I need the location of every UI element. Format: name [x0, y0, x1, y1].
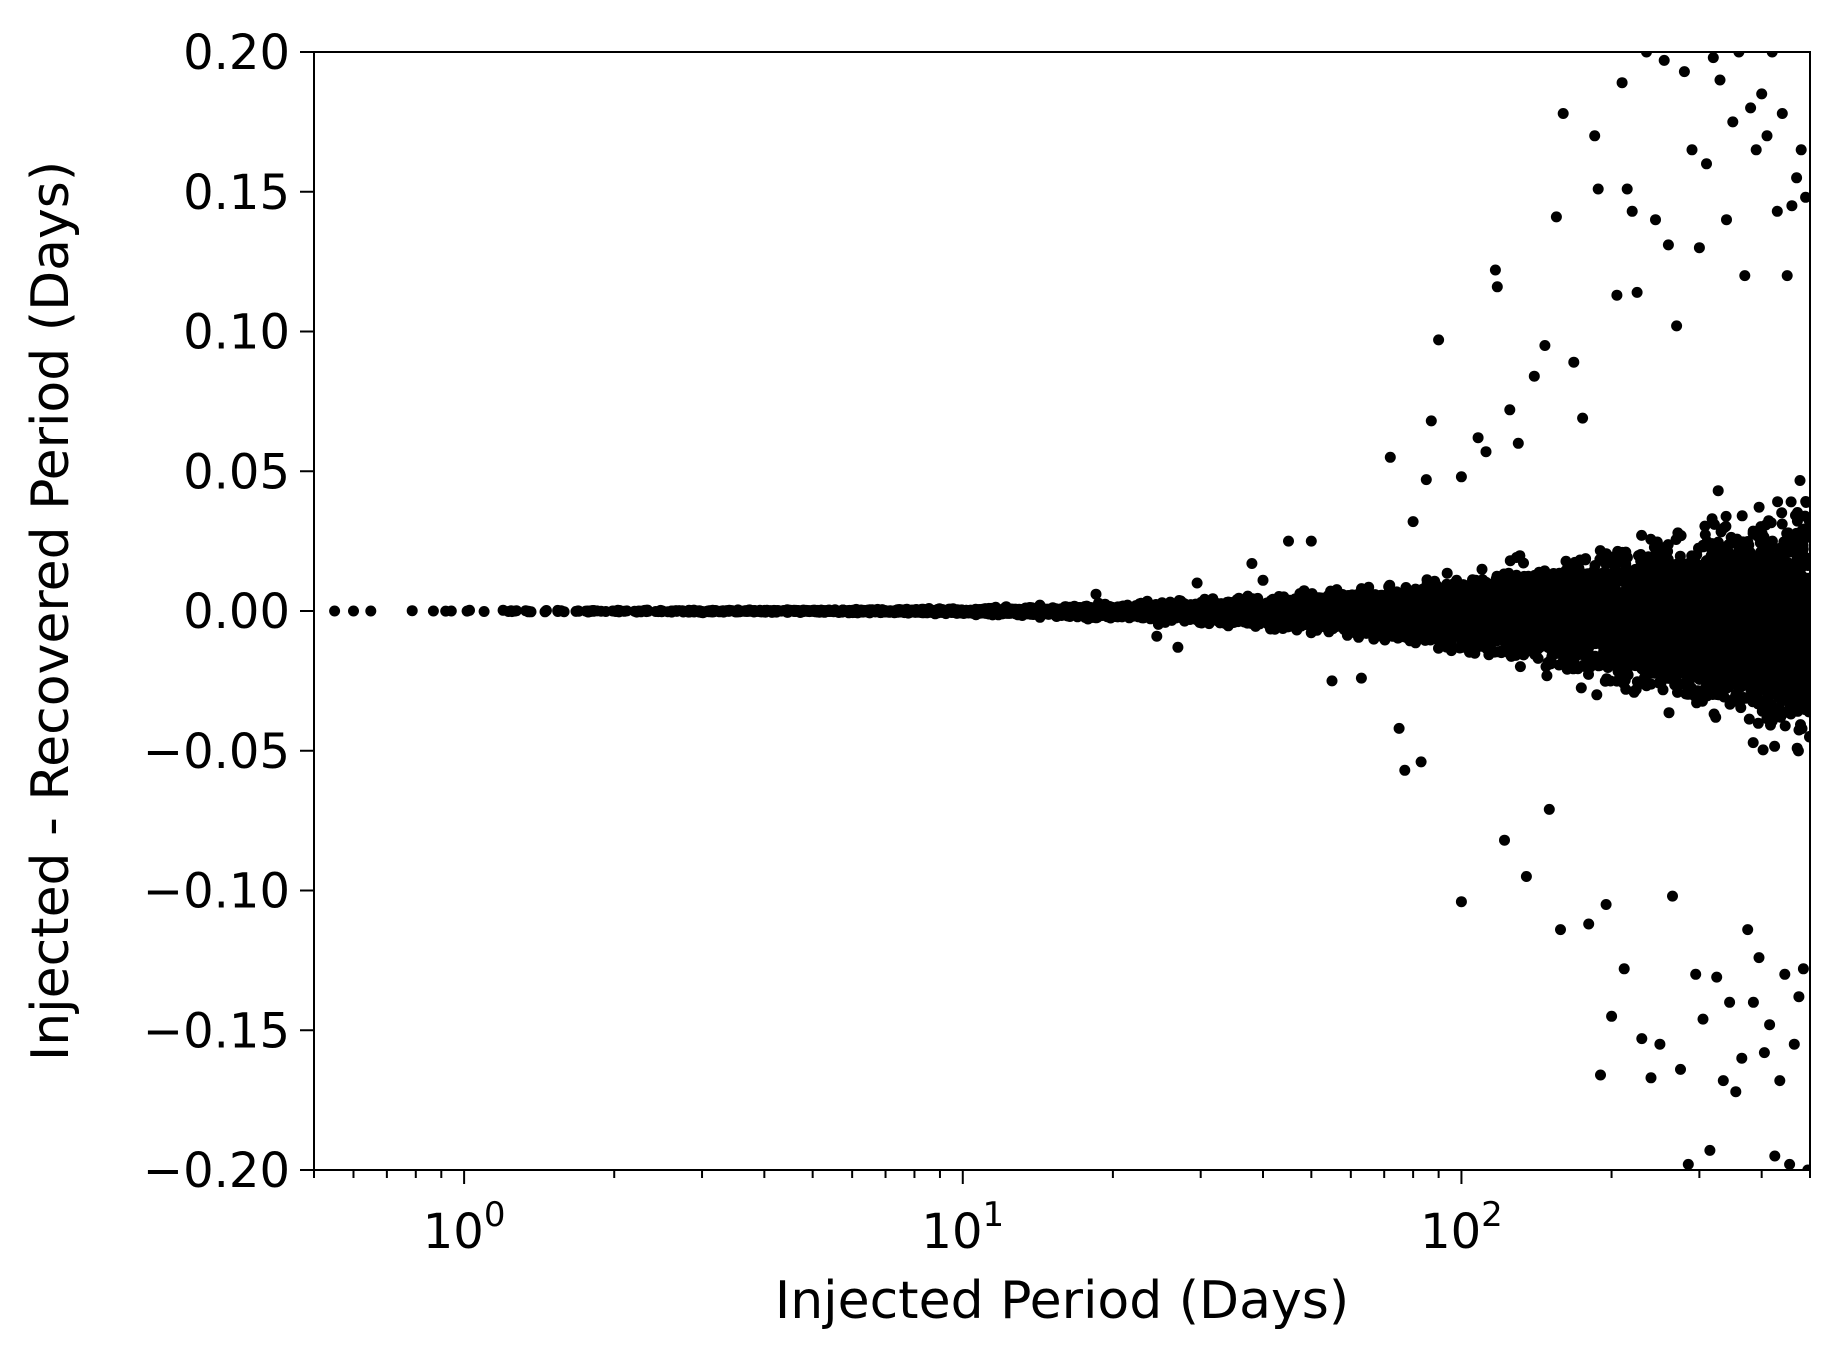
scatter-point — [1663, 707, 1675, 719]
scatter-point — [1541, 670, 1553, 682]
scatter-point — [427, 605, 439, 617]
scatter-point — [1242, 590, 1254, 602]
scatter-point — [1776, 507, 1788, 519]
scatter-point — [1772, 496, 1784, 508]
scatter-point — [1804, 731, 1810, 743]
data-points — [329, 52, 1810, 1170]
scatter-point — [440, 605, 452, 617]
scatter-point — [1779, 720, 1791, 732]
scatter-point — [1580, 553, 1592, 565]
scatter-point — [1743, 713, 1755, 725]
scatter-point — [1712, 536, 1724, 548]
scatter-point — [1620, 683, 1632, 695]
scatter-point — [1591, 689, 1603, 701]
scatter-point — [1785, 496, 1797, 508]
scatter-point — [1476, 563, 1488, 575]
scatter-point — [1441, 567, 1453, 579]
scatter-point — [1753, 501, 1765, 513]
scatter-point — [1657, 684, 1669, 696]
scatter-point — [1747, 737, 1759, 749]
scatter-point — [1800, 497, 1810, 508]
scatter-point — [1712, 485, 1724, 497]
